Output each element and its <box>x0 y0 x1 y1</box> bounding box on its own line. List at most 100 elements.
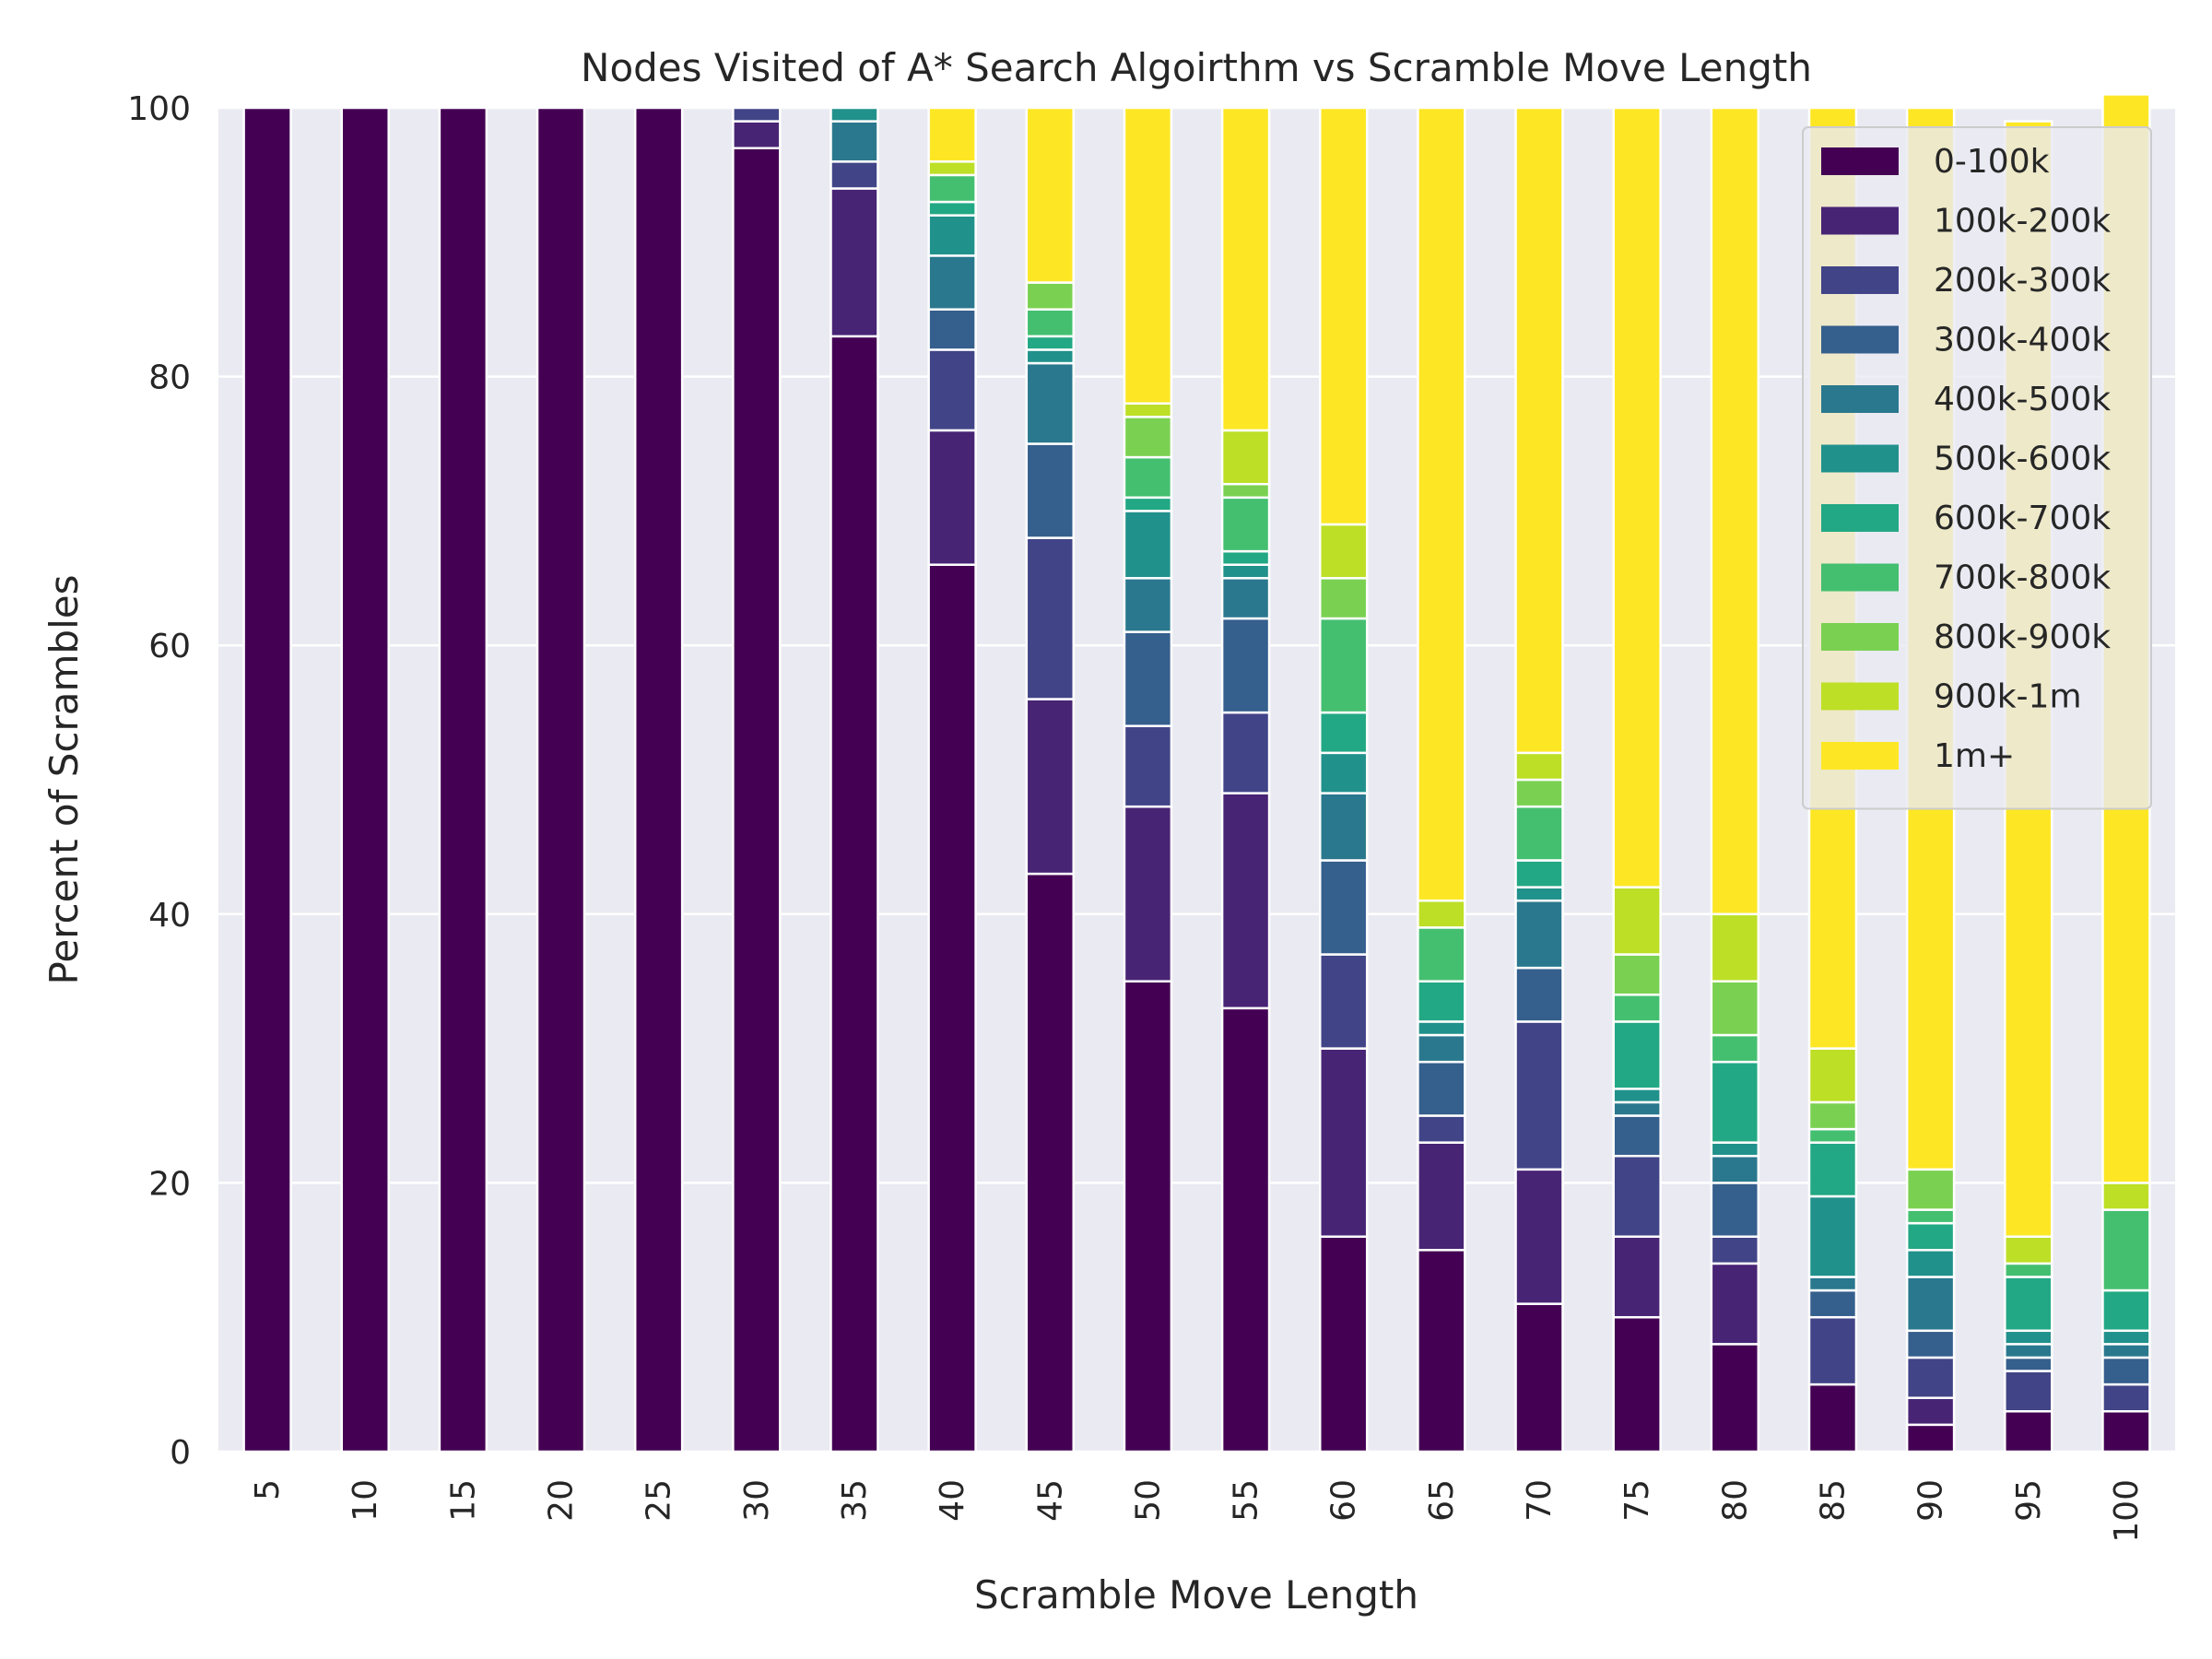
bar-segment <box>1612 994 1662 1023</box>
bar-segment <box>1710 1343 1760 1453</box>
bar-segment <box>732 120 782 149</box>
bar-segment <box>1905 1329 1956 1359</box>
bar-segment <box>1123 496 1173 512</box>
legend-label: 500k-600k <box>1934 441 2111 478</box>
bar-segment <box>2004 1410 2053 1453</box>
bar-segment <box>1025 335 1076 351</box>
bar-segment <box>1710 1141 1760 1158</box>
bar-segment <box>2101 1208 2151 1292</box>
bar-segment <box>1123 106 1173 406</box>
legend-swatch <box>1821 147 1899 175</box>
bar-segment <box>830 160 879 190</box>
bar-segment <box>1710 1182 1760 1238</box>
bar-segment <box>927 200 977 217</box>
bar-segment <box>1417 1141 1466 1252</box>
bar-segment <box>1514 778 1564 808</box>
y-tick-label: 60 <box>148 628 191 665</box>
bar-segment <box>2004 1262 2053 1278</box>
bars <box>242 93 2151 1453</box>
bar-segment <box>535 106 586 1453</box>
bar-segment <box>1905 1221 1956 1252</box>
bar-segment <box>1123 510 1173 580</box>
bar-segment <box>1220 482 1271 500</box>
bar-segment <box>1612 1315 1662 1453</box>
bar-segment <box>830 120 879 163</box>
bar-segment <box>1123 577 1173 633</box>
x-tick-label: 55 <box>1228 1479 1265 1522</box>
bar-segment <box>732 147 782 1453</box>
bar-segment <box>1807 1276 1858 1292</box>
x-tick-label: 65 <box>1423 1479 1461 1522</box>
x-tick-label: 80 <box>1716 1479 1754 1522</box>
bar-segment <box>1025 106 1076 284</box>
bar-segment <box>1220 1006 1271 1453</box>
bar-segment <box>1612 953 1662 996</box>
bar-segment <box>1807 1100 1858 1131</box>
x-tick-label: 45 <box>1031 1479 1069 1522</box>
legend-label: 300k-400k <box>1934 322 2111 359</box>
bar-segment <box>1318 751 1369 794</box>
bar-segment <box>1318 953 1369 1050</box>
bar-segment <box>1025 361 1076 445</box>
bar-segment <box>1612 886 1662 956</box>
bar-segment <box>2004 1235 2053 1265</box>
bar-segment <box>1514 899 1564 970</box>
bar-segment <box>1123 416 1173 459</box>
bar-segment <box>1417 1033 1466 1064</box>
bar-segment <box>1514 106 1564 755</box>
bar-segment <box>1807 1047 1858 1104</box>
bar-segment <box>1025 442 1076 539</box>
bar-segment <box>1025 348 1076 365</box>
x-tick-label: 60 <box>1325 1479 1363 1522</box>
bar-segment <box>2004 1356 2053 1372</box>
bar-segment <box>1318 711 1369 755</box>
bar-segment <box>732 106 782 123</box>
bar-segment <box>1025 281 1076 311</box>
legend-swatch <box>1821 266 1899 294</box>
bar-segment <box>1318 859 1369 956</box>
bar-segment <box>1220 496 1271 553</box>
legend-swatch <box>1821 504 1899 532</box>
bar-segment <box>927 308 977 351</box>
x-tick-label: 5 <box>249 1479 287 1500</box>
bar-segment <box>1612 106 1662 888</box>
bar-segment <box>927 214 977 257</box>
bar-segment <box>1417 1060 1466 1117</box>
bar-segment <box>1905 1168 1956 1211</box>
bar-segment <box>1025 536 1076 700</box>
bar-segment <box>1710 106 1760 916</box>
bar-segment <box>633 106 684 1453</box>
bar-segment <box>2101 1329 2151 1346</box>
bar-segment <box>1220 711 1271 794</box>
y-tick-label: 0 <box>170 1434 191 1472</box>
bar-segment <box>2101 1288 2151 1333</box>
bar-segment <box>1318 1235 1369 1453</box>
bar-segment <box>1514 751 1564 782</box>
bar-segment <box>1220 577 1271 620</box>
legend-label: 900k-1m <box>1934 678 2082 716</box>
bar-segment <box>1514 1302 1564 1453</box>
bar-segment <box>1025 698 1076 876</box>
bar-segment <box>2101 1410 2151 1453</box>
bar-segment <box>1123 630 1173 727</box>
x-tick-label: 90 <box>1912 1479 1950 1522</box>
bar-segment <box>1220 563 1271 580</box>
x-tick-label: 20 <box>543 1479 581 1522</box>
bar-segment <box>1905 1356 1956 1399</box>
bar-segment <box>1417 106 1466 902</box>
bar-segment <box>1612 1235 1662 1319</box>
bar-segment <box>1318 1047 1369 1238</box>
bar-segment <box>1710 1060 1760 1144</box>
legend-label: 0-100k <box>1934 143 2050 181</box>
bar-segment <box>1417 1114 1466 1144</box>
bar-segment <box>1318 577 1369 620</box>
bar-segment <box>1710 1235 1760 1265</box>
x-tick-label: 75 <box>1618 1479 1656 1522</box>
legend-swatch <box>1821 444 1899 473</box>
legend-label: 1m+ <box>1934 737 2015 775</box>
bar-segment <box>2101 1343 2151 1359</box>
y-tick-label: 20 <box>148 1165 191 1203</box>
legend-label: 600k-700k <box>1934 500 2111 537</box>
bar-segment <box>927 348 977 432</box>
x-tick-label: 85 <box>1814 1479 1852 1522</box>
